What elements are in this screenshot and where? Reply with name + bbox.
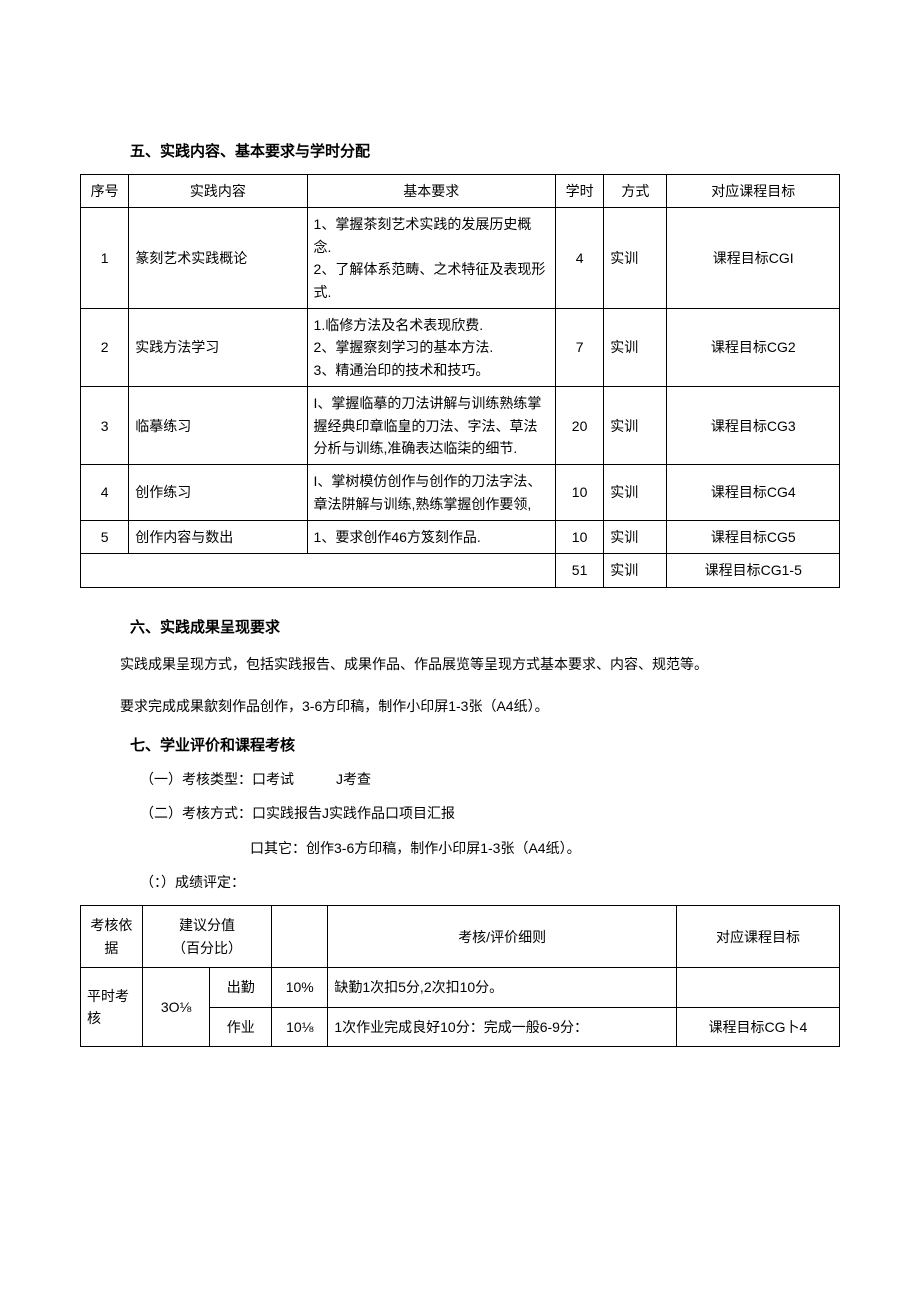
table-row: 4创作练习I、掌树模仿创作与创作的刀法字法、章法阱解与训练,熟练掌握创作要领,1… — [81, 465, 840, 521]
cell-req: 1.临修方法及名术表现欣费. 2、掌握察刻学习的基本方法. 3、精通治印的技术和… — [307, 308, 555, 386]
table2-header-row: 考核依据 建议分值 （百分比） 考核/评价细则 对应课程目标 — [81, 906, 840, 968]
col-hours: 学时 — [555, 175, 603, 208]
cell-mode: 实训 — [604, 208, 667, 309]
col-pct — [272, 906, 328, 968]
cell-goal: 课程目标CG卜4 — [676, 1007, 839, 1046]
cell-content: 创作内容与数出 — [129, 521, 307, 554]
cell-rule: 1次作业完成良好10分：完成一般6-9分： — [328, 1007, 677, 1046]
col-rule: 考核/评价细则 — [328, 906, 677, 968]
cell-hours: 7 — [555, 308, 603, 386]
cell-hours: 10 — [555, 465, 603, 521]
section7-table: 考核依据 建议分值 （百分比） 考核/评价细则 对应课程目标 平时考核 3O⅛ … — [80, 905, 840, 1047]
col-content: 实践内容 — [129, 175, 307, 208]
table-total-row: 51实训课程目标CG1-5 — [81, 554, 840, 587]
section7-item2: （二）考核方式：口实践报告J实践作品口项目汇报 — [140, 802, 840, 824]
cell-req: I、掌树模仿创作与创作的刀法字法、章法阱解与训练,熟练掌握创作要领, — [307, 465, 555, 521]
cell-no: 3 — [81, 387, 129, 465]
col-mode: 方式 — [604, 175, 667, 208]
col-basis: 考核依据 — [81, 906, 143, 968]
cell-rule: 缺勤1次扣5分,2次扣10分。 — [328, 968, 677, 1007]
cell-goal: 课程目标CG2 — [667, 308, 840, 386]
cell-weight: 3O⅛ — [142, 968, 209, 1047]
section7-item1: （一）考核类型：口考试 J考查 — [140, 768, 840, 790]
cell-hours: 10 — [555, 521, 603, 554]
table-row: 3临摹练习I、掌握临摹的刀法讲解与训练熟练掌握经典印章临皇的刀法、字法、草法分析… — [81, 387, 840, 465]
section6-para2: 要求完成成果歙刻作品创作，3-6方印稿，制作小印屏1-3张（A4纸）。 — [120, 692, 840, 720]
section6-para1: 实践成果呈现方式，包括实践报告、成果作品、作品展览等呈现方式基本要求、内容、规范… — [120, 650, 840, 678]
cell-total-blank — [81, 554, 556, 587]
cell-no: 2 — [81, 308, 129, 386]
section6-heading: 六、实践成果呈现要求 — [130, 616, 840, 640]
cell-content: 篆刻艺术实践概论 — [129, 208, 307, 309]
cell-hours: 20 — [555, 387, 603, 465]
cell-sub: 作业 — [210, 1007, 272, 1046]
cell-basis: 平时考核 — [81, 968, 143, 1047]
cell-goal: 课程目标CG3 — [667, 387, 840, 465]
cell-sub: 出勤 — [210, 968, 272, 1007]
cell-pct: 10⅛ — [272, 1007, 328, 1046]
cell-req: 1、掌握茶刻艺术实践的发展历史概念. 2、了解体系范畴、之术特征及表现形式. — [307, 208, 555, 309]
cell-mode: 实训 — [604, 387, 667, 465]
table-row: 1篆刻艺术实践概论1、掌握茶刻艺术实践的发展历史概念. 2、了解体系范畴、之术特… — [81, 208, 840, 309]
cell-no: 5 — [81, 521, 129, 554]
table-header-row: 序号 实践内容 基本要求 学时 方式 对应课程目标 — [81, 175, 840, 208]
cell-goal: 课程目标CG4 — [667, 465, 840, 521]
col-req: 基本要求 — [307, 175, 555, 208]
col-goal2: 对应课程目标 — [676, 906, 839, 968]
cell-total-goal: 课程目标CG1-5 — [667, 554, 840, 587]
table-row: 2实践方法学习1.临修方法及名术表现欣费. 2、掌握察刻学习的基本方法. 3、精… — [81, 308, 840, 386]
cell-goal — [676, 968, 839, 1007]
section7-heading: 七、学业评价和课程考核 — [130, 734, 840, 758]
col-weight-b: （百分比） — [172, 940, 242, 956]
section7-item3: （：）成绩评定： — [140, 871, 840, 893]
cell-mode: 实训 — [604, 521, 667, 554]
cell-goal: 课程目标CG5 — [667, 521, 840, 554]
cell-mode: 实训 — [604, 308, 667, 386]
cell-req: I、掌握临摹的刀法讲解与训练熟练掌握经典印章临皇的刀法、字法、草法分析与训练,准… — [307, 387, 555, 465]
cell-content: 临摹练习 — [129, 387, 307, 465]
cell-no: 1 — [81, 208, 129, 309]
cell-total-hours: 51 — [555, 554, 603, 587]
col-weight-a: 建议分值 — [179, 917, 235, 933]
section7-item2b: 口其它：创作3-6方印稿，制作小印屏1-3张（A4纸）。 — [250, 837, 840, 859]
col-goal: 对应课程目标 — [667, 175, 840, 208]
cell-goal: 课程目标CGI — [667, 208, 840, 309]
cell-pct: 10% — [272, 968, 328, 1007]
table-row: 平时考核 3O⅛ 出勤 10% 缺勤1次扣5分,2次扣10分。 — [81, 968, 840, 1007]
cell-no: 4 — [81, 465, 129, 521]
cell-content: 实践方法学习 — [129, 308, 307, 386]
cell-mode: 实训 — [604, 465, 667, 521]
section5-table: 序号 实践内容 基本要求 学时 方式 对应课程目标 1篆刻艺术实践概论1、掌握茶… — [80, 174, 840, 588]
cell-total-mode: 实训 — [604, 554, 667, 587]
cell-req: 1、要求创作46方笈刻作品. — [307, 521, 555, 554]
col-no: 序号 — [81, 175, 129, 208]
cell-hours: 4 — [555, 208, 603, 309]
table-row: 5创作内容与数出1、要求创作46方笈刻作品.10实训课程目标CG5 — [81, 521, 840, 554]
col-weight: 建议分值 （百分比） — [142, 906, 271, 968]
section5-heading: 五、实践内容、基本要求与学时分配 — [130, 140, 840, 164]
cell-content: 创作练习 — [129, 465, 307, 521]
